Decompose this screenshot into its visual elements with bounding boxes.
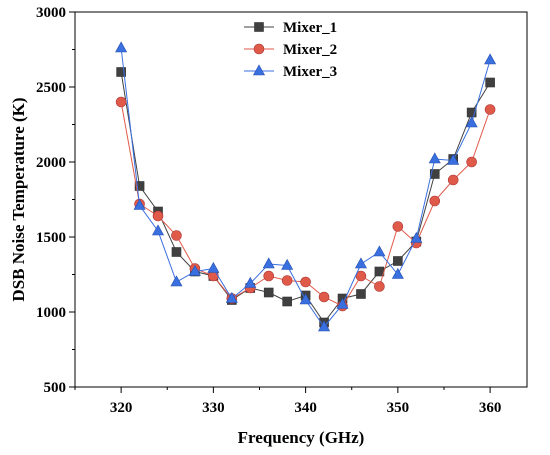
y-tick-label: 500 (44, 380, 67, 396)
y-tick-label: 3000 (36, 5, 66, 21)
y-tick-label: 2500 (36, 80, 66, 96)
data-point (410, 231, 423, 243)
data-point (393, 256, 403, 266)
data-point (299, 293, 312, 305)
axis-ticks: 320 330 340 350 360 500 1000 1500 2000 2500 3000 (36, 5, 501, 416)
x-tick-label: 330 (202, 400, 225, 416)
legend-marker (254, 22, 264, 32)
data-point (318, 291, 330, 303)
data-point (318, 320, 331, 332)
series-mixer-3 (115, 41, 497, 332)
data-point (244, 276, 257, 288)
data-point (262, 257, 275, 269)
data-point (171, 247, 182, 257)
data-point (354, 257, 367, 269)
legend-item: Mixer_1 (244, 20, 337, 36)
data-point (428, 152, 441, 164)
data-point (188, 264, 201, 276)
legend-marker (252, 64, 266, 76)
data-point (374, 281, 385, 292)
data-point (336, 297, 349, 309)
data-point (115, 96, 127, 108)
data-point (484, 53, 497, 65)
y-tick-label: 1500 (36, 230, 66, 246)
legend-label: Mixer_3 (283, 64, 337, 80)
data-point (429, 169, 440, 179)
legend-marker (253, 43, 265, 55)
data-point (356, 289, 366, 299)
data-point (133, 198, 146, 210)
data-point (134, 181, 145, 191)
data-point (485, 77, 495, 88)
data-point (392, 221, 404, 232)
data-point (447, 153, 460, 165)
data-point (263, 287, 274, 298)
data-point (282, 296, 292, 307)
legend-item: Mixer_2 (244, 42, 337, 58)
x-tick-label: 360 (479, 400, 502, 416)
data-point (281, 275, 293, 286)
series-mixer-2 (115, 96, 496, 312)
data-point (465, 116, 478, 128)
data-point (152, 210, 164, 222)
data-point (373, 245, 386, 257)
data-point (225, 291, 238, 303)
legend-label: Mixer_1 (283, 20, 337, 36)
legend: Mixer_1 Mixer_2 Mixer_3 (244, 20, 337, 80)
x-tick-label: 350 (387, 400, 410, 416)
data-point (152, 224, 165, 236)
data-point (466, 156, 477, 168)
data-point (447, 174, 459, 186)
y-tick-label: 2000 (36, 155, 66, 171)
legend-label: Mixer_2 (283, 42, 337, 58)
data-point (170, 275, 183, 287)
data-point (300, 276, 311, 288)
legend-item: Mixer_3 (244, 64, 337, 80)
data-point (263, 270, 275, 282)
data-point (429, 195, 441, 207)
x-axis-title: Frequency (GHz) (238, 428, 365, 447)
data-point (207, 261, 220, 273)
data-point (484, 104, 496, 115)
series-group (115, 41, 497, 332)
data-point (171, 230, 182, 241)
x-tick-label: 320 (110, 400, 133, 416)
y-axis-title: DSB Noise Temperature (K) (9, 97, 28, 301)
data-point (281, 258, 294, 270)
y-tick-label: 1000 (36, 305, 66, 321)
data-point (391, 267, 404, 279)
data-point (116, 67, 126, 77)
data-point (115, 41, 128, 53)
x-tick-label: 340 (294, 400, 317, 416)
